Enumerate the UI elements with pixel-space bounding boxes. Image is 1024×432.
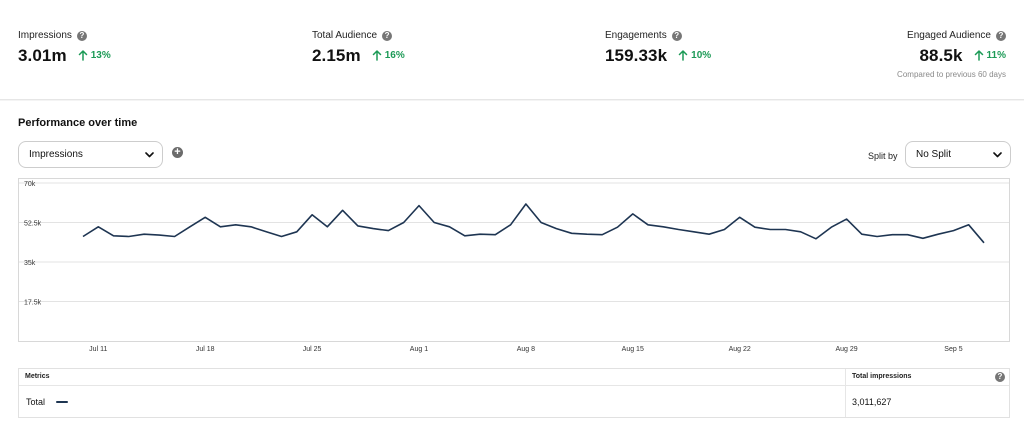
kpi-engagements: Engagements ? 159.33k 10% bbox=[605, 30, 711, 66]
kpi-change: 10% bbox=[678, 50, 711, 61]
x-tick-label: Aug 22 bbox=[728, 346, 751, 353]
kpi-impressions: Impressions ? 3.01m 13% bbox=[18, 30, 111, 66]
arrow-up-icon bbox=[678, 50, 688, 61]
series-legend-swatch bbox=[56, 401, 68, 403]
series-line-impressions[interactable] bbox=[82, 203, 985, 244]
x-tick-label: Jul 25 bbox=[302, 346, 322, 353]
chevron-down-icon bbox=[145, 151, 154, 157]
x-tick-label: Aug 15 bbox=[621, 346, 644, 353]
add-circle-icon[interactable]: + bbox=[172, 147, 183, 158]
divider bbox=[845, 369, 846, 417]
x-tick-label: Sep 5 bbox=[944, 346, 963, 353]
split-by-label: Split by bbox=[868, 151, 898, 161]
split-select-value: No Split bbox=[916, 149, 952, 160]
x-tick-label: Aug 1 bbox=[409, 346, 429, 353]
section-title: Performance over time bbox=[18, 117, 138, 129]
kpi-label: Impressions bbox=[18, 30, 72, 41]
x-axis-labels: Jul 11 Jul 18 Jul 25 Aug 1 Aug 8 Aug 15 Aug 22… bbox=[18, 346, 1010, 358]
kpi-change: 11% bbox=[974, 50, 1006, 61]
help-circle-icon[interactable]: ? bbox=[995, 372, 1005, 382]
kpi-value: 3.01m bbox=[18, 46, 67, 65]
metric-select[interactable]: Impressions bbox=[18, 141, 163, 168]
kpi-total-audience: Total Audience ? 2.15m 16% bbox=[312, 30, 405, 66]
help-circle-icon[interactable]: ? bbox=[382, 30, 393, 41]
kpi-value: 88.5k bbox=[919, 46, 963, 65]
help-circle-icon[interactable]: ? bbox=[996, 30, 1006, 41]
kpi-value: 159.33k bbox=[605, 46, 668, 65]
chart-svg: 17.5k 35k 52.5k 70k bbox=[19, 181, 1009, 307]
y-tick-label: 70k bbox=[24, 181, 36, 188]
kpi-change: 16% bbox=[372, 50, 405, 61]
metrics-column-header: Metrics bbox=[25, 373, 50, 380]
chevron-down-icon bbox=[993, 151, 1002, 157]
kpi-label: Engagements bbox=[605, 30, 667, 41]
y-tick-label: 52.5k bbox=[24, 221, 42, 228]
performance-section: Performance over time Impressions + Spli… bbox=[0, 101, 1024, 432]
y-tick-label: 17.5k bbox=[24, 300, 42, 307]
kpi-summary-panel: Impressions ? 3.01m 13% Total Audience ?… bbox=[0, 0, 1024, 100]
kpi-label: Total Audience bbox=[312, 30, 378, 41]
x-tick-label: Aug 8 bbox=[516, 346, 536, 353]
y-tick-label: 35k bbox=[24, 260, 36, 267]
x-tick-label: Aug 29 bbox=[835, 346, 858, 353]
x-tick-label: Jul 18 bbox=[195, 346, 215, 353]
kpi-change: 13% bbox=[78, 50, 111, 61]
kpi-value: 2.15m bbox=[312, 46, 361, 65]
help-circle-icon[interactable]: ? bbox=[76, 30, 87, 41]
table-row-label: Total bbox=[26, 397, 46, 407]
kpi-engaged-audience: Engaged Audience ? 88.5k 11% bbox=[907, 30, 1006, 66]
comparison-footnote: Compared to previous 60 days bbox=[897, 70, 1006, 79]
x-tick-label: Jul 11 bbox=[89, 346, 108, 353]
kpi-label: Engaged Audience bbox=[907, 30, 991, 41]
arrow-up-icon bbox=[974, 50, 983, 61]
table-row-value: 3,011,627 bbox=[852, 397, 892, 407]
metrics-table: Metrics Total impressions ? Total 3,011,… bbox=[18, 368, 1010, 418]
arrow-up-icon bbox=[372, 50, 381, 61]
help-circle-icon[interactable]: ? bbox=[671, 30, 682, 41]
divider bbox=[19, 385, 1009, 386]
arrow-up-icon bbox=[78, 50, 87, 61]
total-impressions-column-header: Total impressions bbox=[852, 373, 912, 380]
line-chart: 17.5k 35k 52.5k 70k bbox=[18, 178, 1010, 342]
metric-select-value: Impressions bbox=[29, 149, 83, 160]
split-select[interactable]: No Split bbox=[905, 141, 1011, 168]
